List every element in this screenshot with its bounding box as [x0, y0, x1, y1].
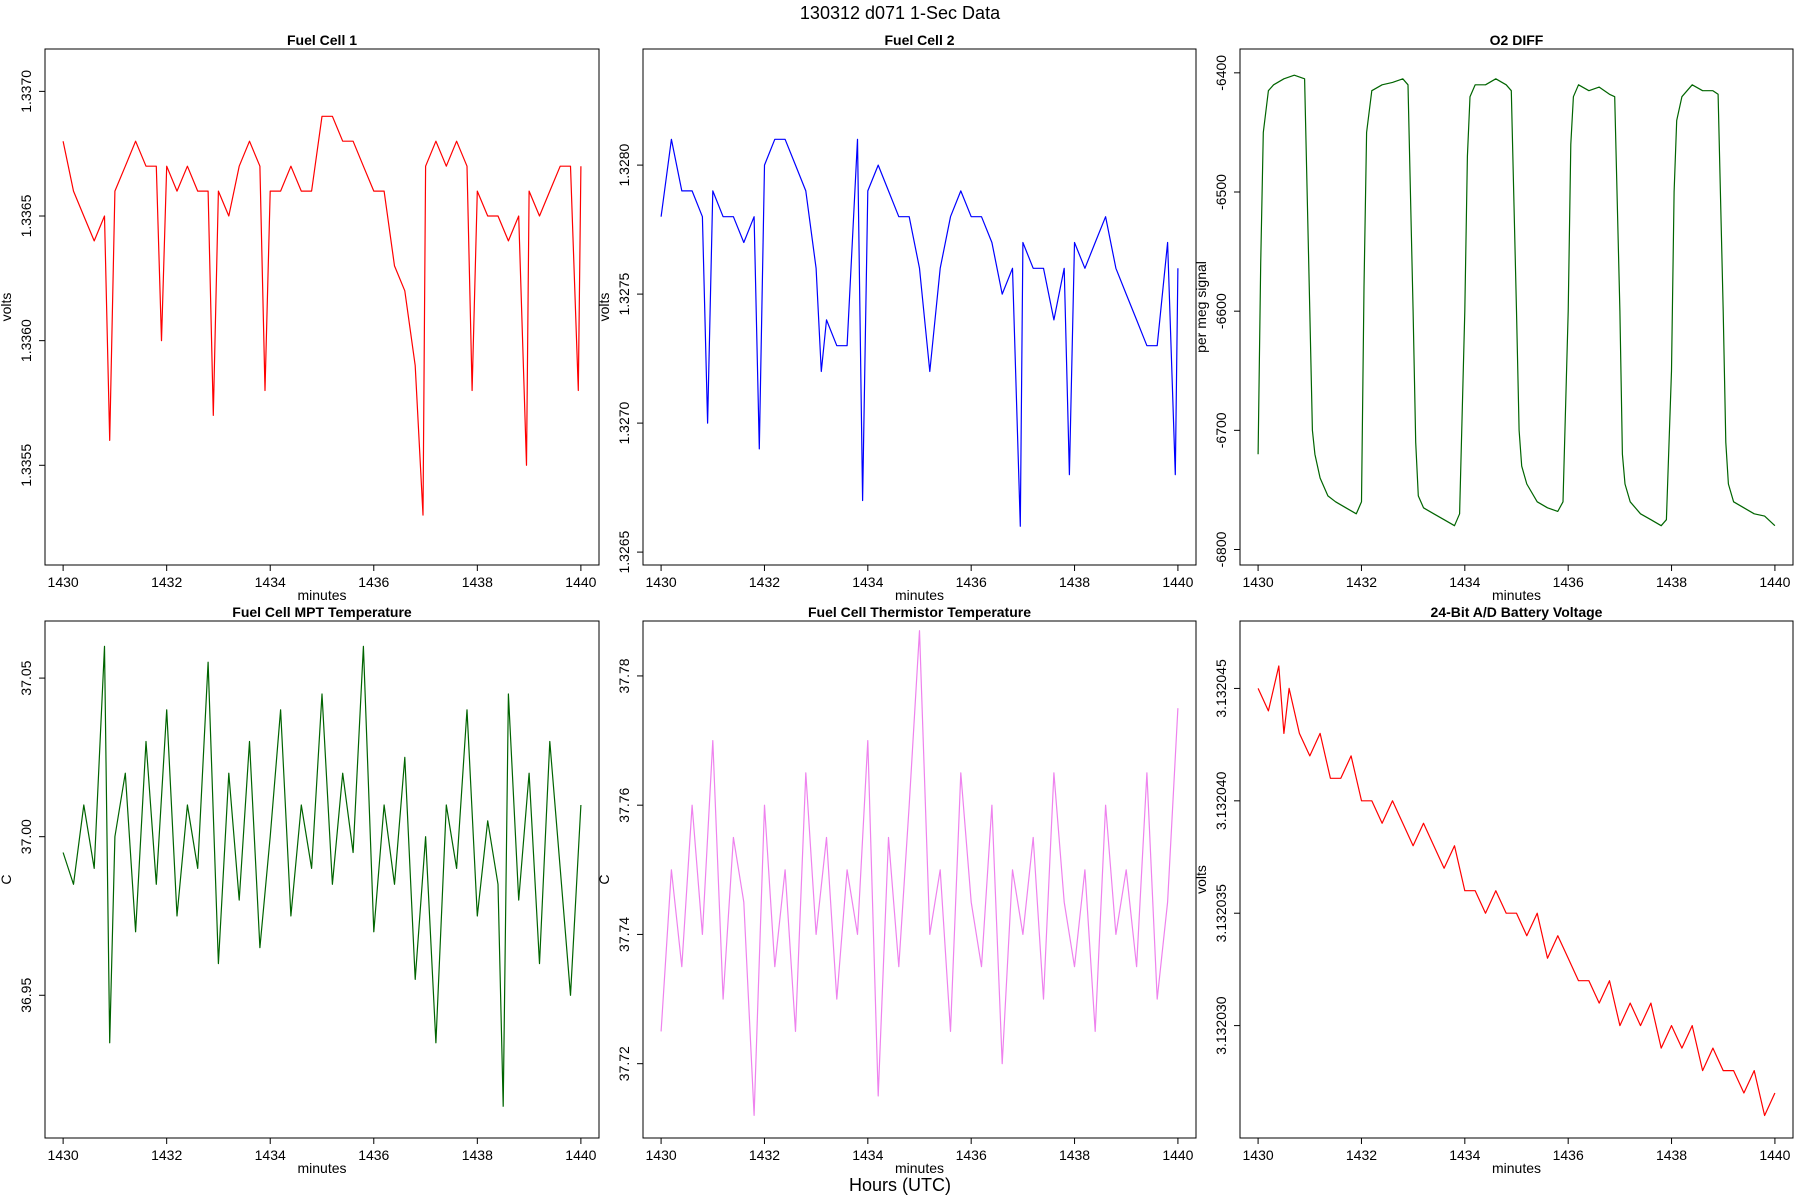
- series-line: [660, 138, 1179, 527]
- x-tick-label: 1434: [1449, 574, 1480, 590]
- chart-title: Fuel Cell 1: [287, 32, 357, 48]
- chart-title: Fuel Cell MPT Temperature: [232, 604, 412, 620]
- y-tick-label: -6500: [1213, 174, 1229, 210]
- x-tick-label: 1440: [565, 1147, 596, 1163]
- y-tick-label: -6800: [1213, 531, 1229, 567]
- y-axis-label: volts: [596, 293, 612, 322]
- y-tick-label: -6600: [1213, 293, 1229, 329]
- x-tick-label: 1430: [1243, 1147, 1274, 1163]
- x-tick-label: 1438: [1656, 1147, 1687, 1163]
- x-tick-label: 1436: [358, 1147, 389, 1163]
- x-tick-label: 1440: [1759, 574, 1790, 590]
- y-axis-label: per meg signal: [1193, 261, 1209, 353]
- x-tick-label: 1438: [1059, 574, 1090, 590]
- x-tick-label: 1440: [1162, 1147, 1193, 1163]
- y-tick-label: 37.74: [616, 917, 632, 952]
- y-axis-label: volts: [1193, 865, 1209, 894]
- y-tick-label: 1.3265: [616, 530, 632, 573]
- x-axis-label: minutes: [297, 1160, 346, 1176]
- y-tick-label: 3.132030: [1213, 996, 1229, 1055]
- y-tick-label: 1.3355: [18, 444, 34, 487]
- series-line: [660, 630, 1179, 1117]
- y-tick-label: 1.3270: [616, 401, 632, 444]
- series-line: [1257, 665, 1776, 1117]
- figure-xlabel: Hours (UTC): [849, 1175, 951, 1195]
- y-axis-label: volts: [0, 293, 14, 322]
- x-axis-label: minutes: [1492, 587, 1541, 603]
- plot-frame: [44, 48, 600, 566]
- y-tick-label: 37.76: [616, 787, 632, 822]
- y-tick-label: 37.78: [616, 658, 632, 693]
- x-tick-label: 1432: [1346, 1147, 1377, 1163]
- x-tick-label: 1436: [1553, 1147, 1584, 1163]
- y-tick-label: 1.3365: [18, 194, 34, 237]
- chart-panel-4: Fuel Cell MPT Temperature 1430 1432 1434 143…: [0, 604, 600, 1176]
- figure-title: 130312 d071 1-Sec Data: [800, 3, 1001, 23]
- x-axis-label: minutes: [895, 587, 944, 603]
- x-tick-label: 1432: [151, 574, 182, 590]
- x-tick-label: 1434: [255, 1147, 286, 1163]
- y-axis-label: C: [0, 874, 14, 884]
- chart-panel-2: Fuel Cell 2 1430 1432 1434 1436 1438 1440 minut…: [596, 32, 1197, 603]
- y-tick-label: 1.3360: [18, 319, 34, 362]
- x-axis-label: minutes: [297, 587, 346, 603]
- x-tick-label: 1440: [565, 574, 596, 590]
- y-tick-label: 37.00: [18, 819, 34, 854]
- x-tick-label: 1438: [1656, 574, 1687, 590]
- x-tick-label: 1438: [1059, 1147, 1090, 1163]
- x-tick-label: 1430: [646, 1147, 677, 1163]
- x-tick-label: 1436: [358, 574, 389, 590]
- x-tick-label: 1438: [462, 574, 493, 590]
- y-tick-label: 1.3280: [616, 143, 632, 186]
- x-tick-label: 1434: [1449, 1147, 1480, 1163]
- y-tick-label: 37.05: [18, 660, 34, 695]
- x-tick-label: 1432: [749, 1147, 780, 1163]
- x-tick-label: 1432: [151, 1147, 182, 1163]
- chart-panel-6: 24-Bit A/D Battery Voltage 1430 1432 1434 14…: [1193, 604, 1794, 1176]
- y-tick-label: 37.72: [616, 1046, 632, 1081]
- chart-title: Fuel Cell Thermistor Temperature: [808, 604, 1031, 620]
- x-tick-label: 1440: [1759, 1147, 1790, 1163]
- series-line: [62, 645, 582, 1107]
- x-tick-label: 1440: [1162, 574, 1193, 590]
- x-tick-label: 1436: [956, 1147, 987, 1163]
- x-tick-label: 1430: [48, 574, 79, 590]
- chart-panel-5: Fuel Cell Thermistor Temperature 1430 1432…: [596, 604, 1197, 1176]
- x-tick-label: 1430: [1243, 574, 1274, 590]
- y-tick-label: 1.3370: [18, 70, 34, 113]
- plot-frame: [642, 48, 1197, 566]
- x-tick-label: 1430: [48, 1147, 79, 1163]
- y-tick-label: 1.3275: [616, 272, 632, 315]
- y-tick-label: -6400: [1213, 55, 1229, 91]
- chart-title: Fuel Cell 2: [884, 32, 954, 48]
- series-line: [1257, 74, 1776, 527]
- x-tick-label: 1436: [1553, 574, 1584, 590]
- chart-title: O2 DIFF: [1490, 32, 1544, 48]
- x-tick-label: 1434: [852, 574, 883, 590]
- y-axis-label: C: [596, 874, 612, 884]
- chart-panel-1: Fuel Cell 1 1430 1432 1434 1436 1438 1440 minut…: [0, 32, 600, 603]
- x-tick-label: 1436: [956, 574, 987, 590]
- y-tick-label: 3.132035: [1213, 884, 1229, 943]
- x-axis-label: minutes: [895, 1160, 944, 1176]
- x-tick-label: 1438: [462, 1147, 493, 1163]
- y-tick-label: 36.95: [18, 978, 34, 1013]
- chart-title: 24-Bit A/D Battery Voltage: [1431, 604, 1603, 620]
- series-line: [62, 115, 582, 516]
- x-tick-label: 1434: [852, 1147, 883, 1163]
- x-tick-label: 1430: [646, 574, 677, 590]
- x-tick-label: 1432: [1346, 574, 1377, 590]
- x-tick-label: 1434: [255, 574, 286, 590]
- x-axis-label: minutes: [1492, 1160, 1541, 1176]
- plot-frame: [642, 620, 1197, 1139]
- plot-frame: [1239, 620, 1794, 1139]
- y-tick-label: 3.132040: [1213, 771, 1229, 830]
- chart-panel-3: O2 DIFF 1430 1432 1434 1436 1438 1440 minutes -6…: [1193, 32, 1794, 603]
- x-tick-label: 1432: [749, 574, 780, 590]
- y-tick-label: -6700: [1213, 412, 1229, 448]
- y-tick-label: 3.132045: [1213, 659, 1229, 718]
